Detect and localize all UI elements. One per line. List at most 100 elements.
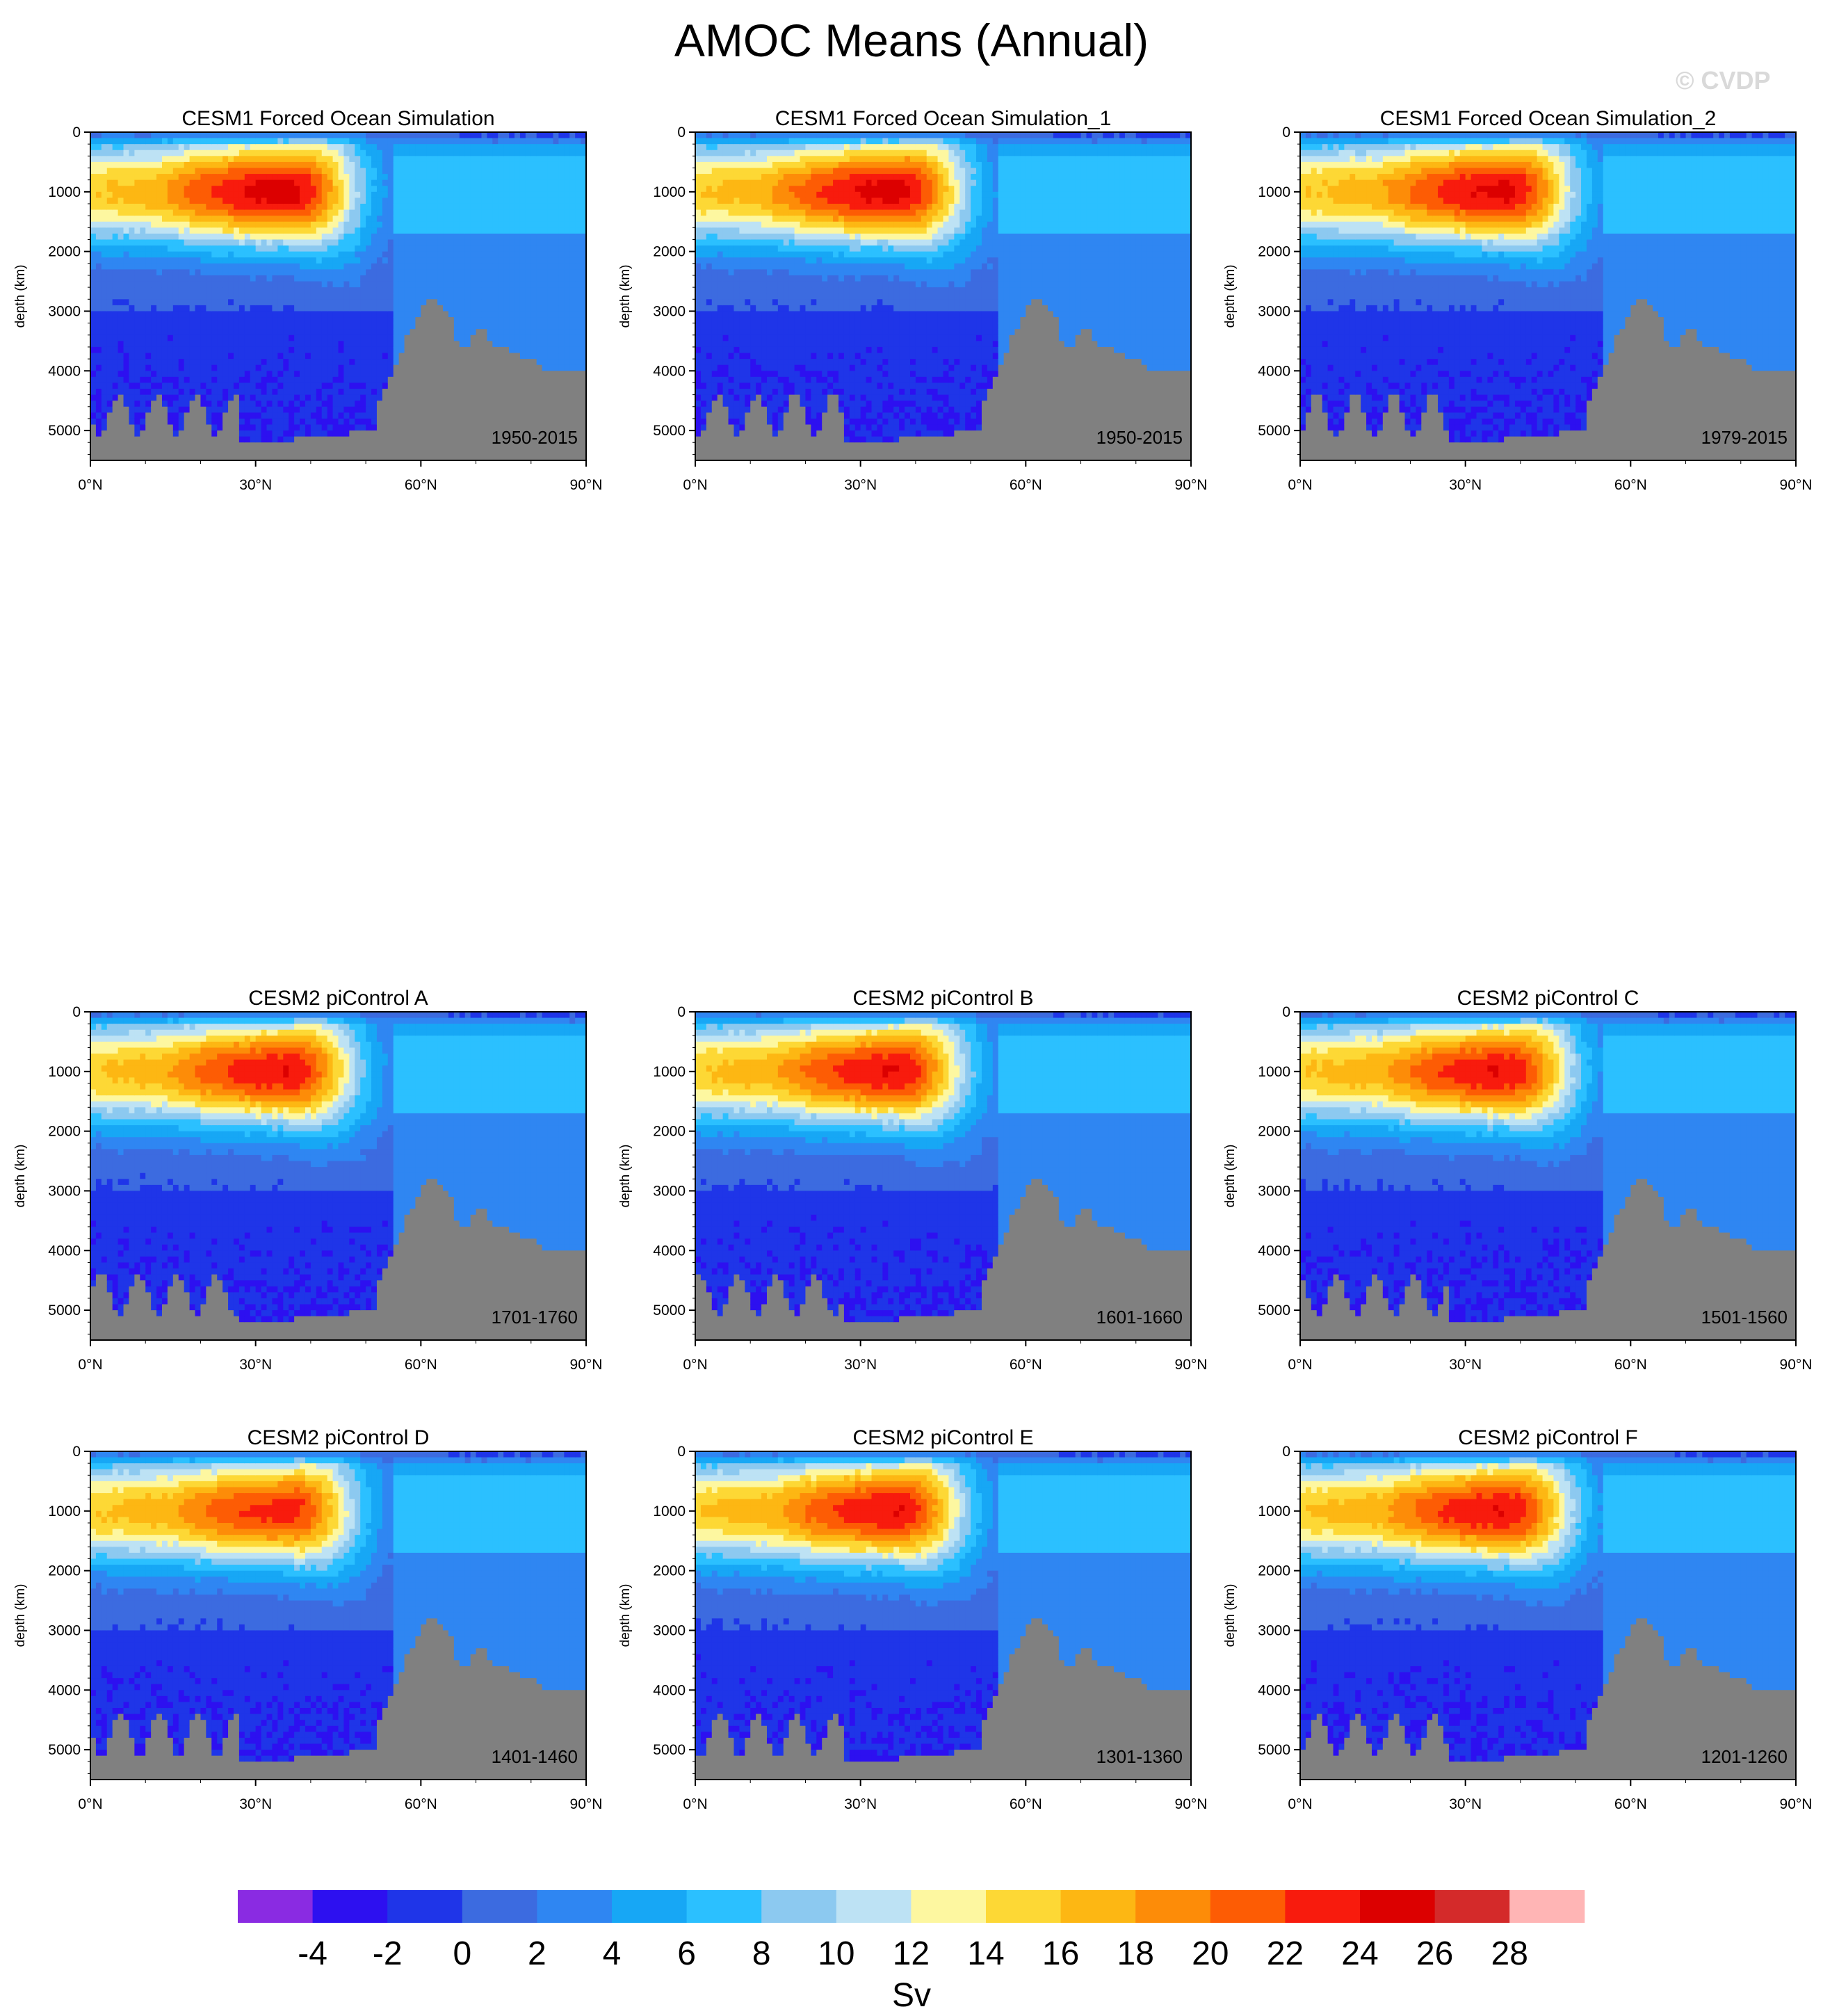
field-cell — [245, 430, 251, 437]
field-cell — [195, 377, 202, 383]
field-cell — [256, 186, 262, 192]
field-cell — [222, 449, 229, 455]
field-cell — [107, 204, 113, 210]
field-cell — [333, 174, 339, 180]
field-cell — [272, 234, 278, 240]
field-cell — [217, 353, 223, 360]
field-cell — [168, 335, 174, 341]
field-cell — [145, 437, 152, 443]
field-cell — [277, 275, 284, 282]
field-cell — [206, 425, 212, 431]
field-cell — [118, 264, 124, 270]
field-cell — [190, 425, 196, 431]
field-cell — [206, 204, 212, 210]
field-cell — [316, 293, 323, 300]
field-cell — [102, 186, 108, 192]
field-cell — [322, 162, 328, 168]
field-cell — [322, 252, 328, 258]
field-cell — [311, 323, 317, 330]
field-cell — [316, 282, 323, 288]
field-cell — [200, 377, 206, 383]
field-cell — [239, 425, 245, 431]
field-cell — [283, 156, 289, 162]
field-cell — [300, 341, 306, 347]
field-cell — [96, 419, 102, 425]
field-cell — [283, 430, 289, 437]
field-cell — [333, 162, 339, 168]
field-cell — [195, 305, 202, 312]
field-cell — [239, 287, 245, 293]
field-cell — [211, 311, 218, 317]
field-cell — [228, 156, 234, 162]
field-cell — [261, 377, 268, 383]
field-cell — [261, 323, 268, 330]
field-cell — [360, 425, 366, 431]
field-cell — [234, 365, 240, 371]
field-cell — [168, 144, 174, 150]
field-cell — [200, 197, 206, 204]
field-cell — [256, 275, 262, 282]
field-cell — [96, 227, 102, 234]
field-cell — [134, 305, 140, 312]
field-cell — [311, 216, 317, 222]
field-cell — [173, 227, 179, 234]
field-cell — [343, 407, 350, 413]
field-cell — [267, 335, 273, 341]
field-cell — [250, 437, 257, 443]
field-cell — [162, 377, 168, 383]
field-cell — [162, 156, 168, 162]
field-cell — [156, 305, 163, 312]
field-cell — [305, 317, 311, 323]
field-cell — [234, 222, 240, 228]
field-cell — [355, 132, 361, 138]
field-cell — [129, 442, 135, 449]
field-cell — [179, 227, 185, 234]
field-cell — [316, 371, 323, 377]
field-cell — [211, 329, 218, 335]
field-cell — [113, 257, 119, 264]
field-cell — [179, 371, 185, 377]
field-cell — [327, 138, 334, 145]
field-cell — [245, 299, 251, 305]
field-cell — [140, 365, 146, 371]
field-cell — [239, 174, 245, 180]
field-cell — [305, 150, 311, 156]
field-cell — [349, 323, 355, 330]
field-cell — [190, 382, 196, 389]
field-cell — [316, 132, 323, 138]
field-cell — [234, 293, 240, 300]
field-cell — [195, 365, 202, 371]
field-cell — [283, 299, 289, 305]
field-cell — [316, 162, 323, 168]
field-cell — [217, 264, 223, 270]
field-cell — [124, 138, 130, 145]
field-cell — [333, 245, 339, 252]
field-cell — [289, 389, 295, 395]
field-cell — [217, 174, 223, 180]
field-cell — [151, 227, 157, 234]
field-cell — [256, 293, 262, 300]
field-cell — [339, 210, 345, 216]
field-cell — [267, 144, 273, 150]
field-cell — [96, 180, 102, 186]
field-cell — [211, 449, 218, 455]
field-cell — [211, 341, 218, 347]
field-cell — [272, 257, 278, 264]
field-cell — [277, 210, 284, 216]
field-cell — [256, 359, 262, 365]
field-cell — [300, 317, 306, 323]
field-cell — [300, 329, 306, 335]
field-cell — [134, 389, 140, 395]
field-cell — [250, 138, 257, 145]
field-cell — [366, 162, 372, 168]
field-cell — [294, 257, 300, 264]
field-cell — [272, 282, 278, 288]
field-cell — [339, 430, 345, 437]
field-cell — [305, 371, 311, 377]
field-cell — [211, 204, 218, 210]
field-cell — [261, 216, 268, 222]
field-cell — [124, 382, 130, 389]
field-cell — [289, 138, 295, 145]
field-cell — [190, 401, 196, 407]
field-cell — [333, 412, 339, 419]
